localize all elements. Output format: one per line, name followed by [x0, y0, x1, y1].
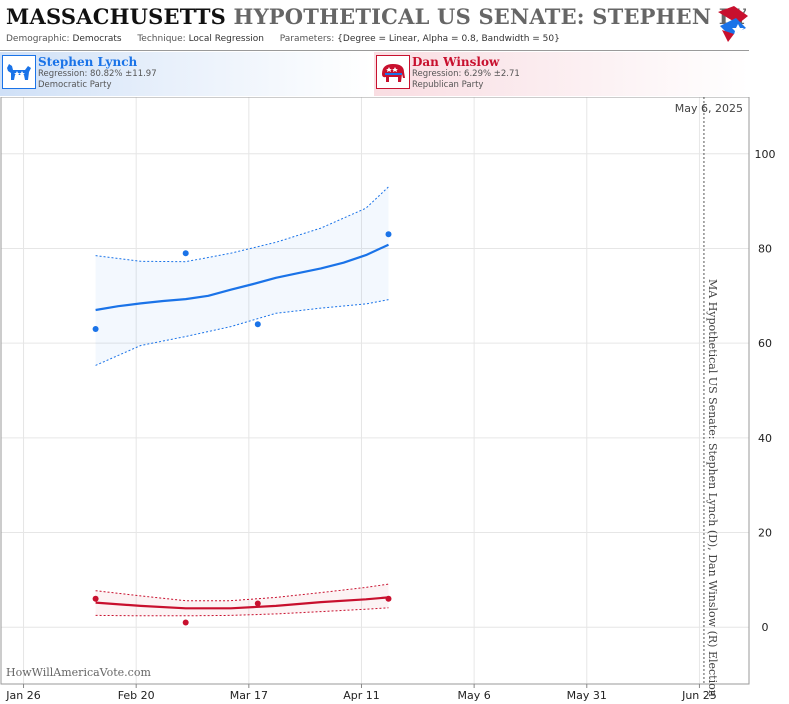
lynch-poll-point — [182, 250, 189, 257]
lynch-upper-bound — [95, 186, 389, 263]
winslow-poll-point — [92, 595, 99, 602]
republican-name: Dan Winslow — [412, 55, 500, 69]
x-tick-label: Feb 20 — [118, 689, 155, 702]
lynch-trend-line — [95, 243, 389, 312]
y-tick-label: 20 — [758, 527, 772, 540]
y-tick-label: 0 — [762, 621, 769, 634]
trend-lines — [95, 243, 389, 610]
x-tick-label: May 6 — [458, 689, 491, 702]
candidate-republican: Dan Winslow Regression: 6.29% ±2.71 Repu… — [374, 52, 749, 96]
winslow-trend-line — [95, 596, 389, 610]
confidence-bands — [95, 186, 389, 617]
demographic-value: Democrats — [72, 34, 122, 44]
democrat-regression: Regression: 80.82% ±11.97 — [38, 69, 157, 79]
axes: 0 20 40 60 80 100 Jan 26 Feb 20 Mar 17 Apr 11 May … — [0, 97, 776, 702]
data-points — [92, 231, 392, 626]
lynch-poll-point — [92, 326, 99, 332]
y-tick-label: 40 — [758, 432, 772, 445]
y-tick-label: 80 — [758, 242, 772, 255]
vertical-election-label: MA Hypothetical US Senate: Stephen Lynch… — [706, 279, 719, 697]
elephant-icon — [376, 55, 410, 89]
x-tick-label: Mar 17 — [230, 689, 268, 702]
lynch-lower-bound — [95, 299, 389, 366]
donkey-icon — [2, 55, 36, 89]
title-rest: HYPOTHETICAL US SENATE: STEPHEN LYNCH — [233, 4, 746, 29]
grid — [1, 97, 749, 684]
lynch-poll-point — [385, 231, 392, 238]
current-date-label: May 6, 2025 — [675, 102, 743, 115]
republican-regression: Regression: 6.29% ±2.71 — [412, 69, 520, 79]
democrat-party: Democratic Party — [38, 80, 112, 90]
chart-parameters: Demographic: Democrats Technique: Local … — [6, 34, 560, 44]
winslow-poll-point — [385, 595, 392, 602]
lynch-confidence-band — [95, 186, 389, 366]
candidate-legend: Stephen Lynch Regression: 80.82% ±11.97 … — [0, 52, 749, 96]
demographic-label: Demographic: — [6, 34, 70, 44]
parameters-label: Parameters: — [279, 34, 335, 44]
candidate-democrat: Stephen Lynch Regression: 80.82% ±11.97 … — [0, 52, 372, 96]
republican-party: Republican Party — [412, 80, 484, 90]
technique-label: Technique: — [137, 34, 186, 44]
x-tick-label: Jan 26 — [5, 689, 40, 702]
x-tick-label: Apr 11 — [343, 689, 380, 702]
y-tick-label: 60 — [758, 337, 772, 350]
title-state: MASSACHUSETTS — [6, 4, 227, 29]
winslow-poll-point — [182, 619, 189, 626]
chart-header: MASSACHUSETTS HYPOTHETICAL US SENATE: ST… — [0, 0, 749, 51]
democrat-name: Stephen Lynch — [38, 55, 138, 69]
winslow-lower-bound — [95, 607, 389, 617]
plot-frame — [0, 97, 750, 685]
technique-value: Local Regression — [188, 34, 264, 44]
x-tick-label: Jun 25 — [681, 689, 717, 702]
winslow-poll-point — [254, 600, 261, 607]
winslow-upper-bound — [95, 583, 389, 602]
y-tick-label: 100 — [755, 148, 776, 161]
lynch-poll-point — [254, 321, 261, 328]
site-credit: HowWillAmericaVote.com — [6, 666, 151, 679]
parameters-value: {Degree = Linear, Alpha = 0.8, Bandwidth… — [337, 34, 560, 44]
chart-title: MASSACHUSETTS HYPOTHETICAL US SENATE: ST… — [6, 4, 746, 29]
plot-area: 0 20 40 60 80 100 Jan 26 Feb 20 Mar 17 Apr 11 May … — [0, 97, 776, 702]
flag-logo-icon — [718, 6, 748, 42]
x-tick-label: May 31 — [567, 689, 607, 702]
